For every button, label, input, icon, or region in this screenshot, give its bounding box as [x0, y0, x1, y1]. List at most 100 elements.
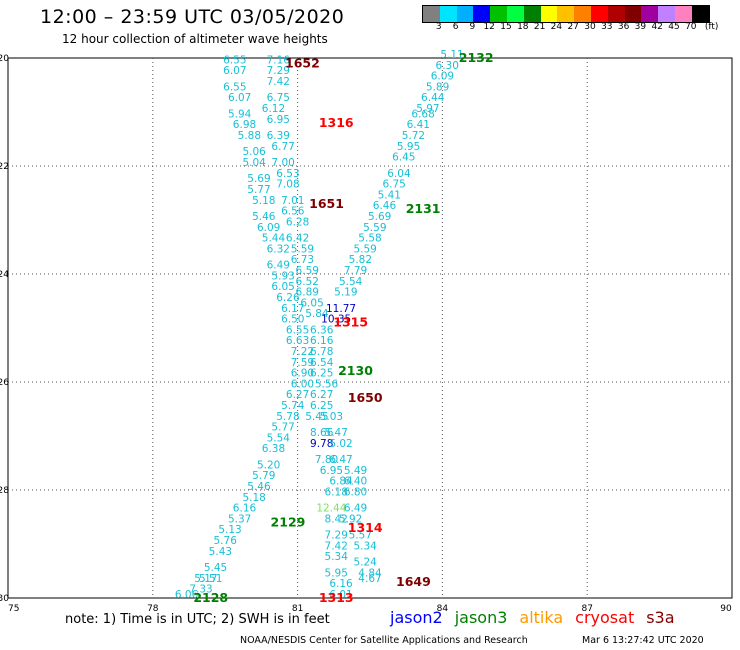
plot-frame — [7, 57, 733, 599]
wave-height-point: 5.17 — [194, 573, 217, 585]
wave-height-point: 6.59 — [296, 265, 319, 277]
wave-height-point: 7.29 — [267, 65, 290, 77]
legend-entry-s3a: s3a — [646, 608, 675, 627]
wave-height-point: 5.97 — [416, 103, 439, 115]
wave-height-point: 5.72 — [402, 130, 425, 142]
wave-height-point: 6.46 — [373, 200, 397, 212]
wave-height-point: 6.63 — [286, 335, 309, 347]
color-swatch — [574, 6, 591, 22]
wave-height-point: 5.69 — [368, 211, 391, 223]
color-scale-bar — [422, 5, 710, 23]
wave-height-point: 6.12 — [262, 103, 285, 115]
wave-height-point: 6.77 — [271, 141, 294, 153]
legend-entry-jason3: jason3 — [454, 608, 508, 627]
color-swatch — [490, 6, 507, 22]
wave-height-point: 5.69 — [247, 173, 270, 185]
y-tick-label: -20 — [0, 54, 9, 64]
color-scale-label: 36 — [617, 22, 630, 32]
x-tick-label: 75 — [8, 604, 19, 614]
track-label: 2128 — [193, 590, 228, 605]
wave-height-point: 5.44 — [262, 233, 286, 245]
x-tick-label: 87 — [581, 604, 592, 614]
wave-height-point: 5.20 — [257, 459, 280, 471]
legend-entry-jason2: jason2 — [390, 608, 443, 627]
wave-height-point: 7.00 — [271, 157, 294, 169]
wave-height-point: 7.01 — [281, 195, 304, 207]
wave-height-point: 5.41 — [378, 189, 401, 201]
wave-height-point: 5.11 — [440, 49, 463, 61]
color-swatch — [506, 6, 524, 22]
wave-height-point: 6.16 — [310, 335, 334, 347]
wave-height-point: 6.89 — [296, 287, 319, 299]
track-label: 2130 — [338, 363, 373, 378]
wave-height-point: 11.77 — [326, 303, 356, 315]
color-scale-label: 45 — [668, 22, 680, 32]
wave-height-point: 6.95 — [267, 114, 290, 126]
wave-height-point: 5.93 — [271, 270, 294, 282]
wave-height-point: 6.98 — [233, 119, 256, 131]
wave-height-point: 6.39 — [267, 130, 290, 142]
wave-height-point: 5.46 — [247, 481, 271, 493]
wave-height-point: 6.16 — [329, 578, 353, 590]
wave-height-point: 5.45 — [204, 562, 227, 574]
wave-height-point: 5.84 — [305, 308, 329, 320]
y-tick-label: -26 — [0, 378, 9, 388]
color-scale-unit: (ft) — [704, 22, 719, 32]
color-scale-label: 39 — [634, 22, 647, 32]
wave-height-point: 5.59 — [353, 243, 376, 255]
wave-height-point: 5.74 — [281, 400, 305, 412]
wave-height-point: 5.19 — [334, 287, 357, 299]
wave-height-point: 6.04 — [387, 168, 411, 180]
y-tick-label: -22 — [0, 162, 9, 172]
wave-height-point: 5.95 — [325, 567, 348, 579]
legend-entry-altika: altika — [519, 608, 564, 627]
wave-height-point: 6.54 — [310, 357, 334, 369]
wave-height-point: 6.84 — [329, 476, 353, 488]
track-label: 1314 — [348, 520, 383, 535]
wave-height-point: 5.04 — [242, 157, 266, 169]
wave-height-point: 7.22 — [291, 346, 314, 358]
wave-height-point: 6.73 — [291, 254, 314, 266]
wave-height-point: 6.05 — [300, 297, 323, 309]
generated-timestamp: Mar 6 13:27:42 UTC 2020 — [582, 635, 704, 646]
wave-height-point: 5.37 — [228, 513, 251, 525]
wave-height-point: 5.24 — [353, 557, 377, 569]
wave-height-point: 5.45 — [305, 411, 328, 423]
wave-height-point: 6.40 — [344, 476, 367, 488]
wave-height-point: 6.49 — [344, 503, 367, 515]
wave-height-point: 5.79 — [252, 470, 275, 482]
wave-height-point: 6.28 — [286, 216, 309, 228]
wave-height-point: 10.35 — [321, 314, 351, 326]
wave-height-point: 6.32 — [267, 243, 290, 255]
wave-height-point: 6.42 — [286, 233, 309, 245]
wave-height-point: 6.68 — [411, 108, 434, 120]
color-scale-label: 30 — [584, 22, 596, 32]
color-scale-label: 18 — [517, 22, 529, 32]
wave-height-point: 5.94 — [228, 108, 252, 120]
page-title: 12:00 – 23:59 UTC 03/05/2020 — [40, 6, 345, 28]
track-label: 2129 — [271, 514, 306, 529]
wave-height-point: 5.34 — [325, 551, 349, 563]
wave-height-point: 6.26 — [276, 292, 300, 304]
color-scale-label: 24 — [550, 22, 563, 32]
legend-entry-cryosat: cryosat — [575, 608, 635, 627]
wave-height-point: 6.52 — [296, 276, 319, 288]
y-tick-label: -24 — [0, 270, 9, 280]
color-swatch — [624, 6, 642, 22]
wave-height-point: 9.78 — [310, 438, 333, 450]
color-scale-label: 42 — [651, 22, 663, 32]
wave-height-point: 6.45 — [392, 152, 415, 164]
wave-height-point: 6.55 — [286, 324, 309, 336]
color-scale-labels: 3 6 9 12 15 18 21 24 27 30 33 36 39 42 45 70 (ft) — [422, 22, 740, 34]
wave-height-point: 5.47 — [325, 427, 348, 439]
wave-height-point: 6.36 — [310, 324, 334, 336]
color-swatch — [674, 6, 692, 22]
wave-height-point: 6.75 — [267, 92, 290, 104]
wave-height-point: 5.92 — [339, 513, 362, 525]
wave-height-point: 6.38 — [262, 443, 285, 455]
color-swatch — [523, 6, 541, 22]
wave-height-point: 6.95 — [320, 465, 343, 477]
color-scale-label: 33 — [601, 22, 613, 32]
color-swatch — [607, 6, 625, 22]
